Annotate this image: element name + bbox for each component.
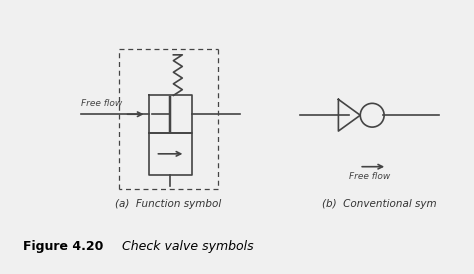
Text: Free flow: Free flow <box>82 99 123 108</box>
Text: Figure 4.20: Figure 4.20 <box>23 240 104 253</box>
Text: (a)  Function symbol: (a) Function symbol <box>115 199 221 209</box>
Text: Free flow: Free flow <box>348 172 390 181</box>
Text: Check valve symbols: Check valve symbols <box>106 240 254 253</box>
Text: (b)  Conventional sym: (b) Conventional sym <box>322 199 437 209</box>
